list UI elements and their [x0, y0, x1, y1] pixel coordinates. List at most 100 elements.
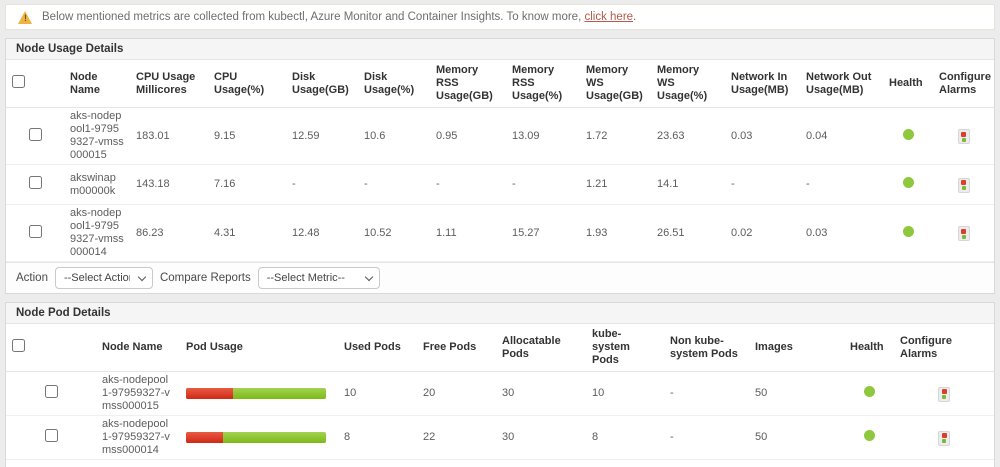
- row-select-cell: [6, 205, 64, 262]
- cpu-usage-pct-cell: 9.15: [214, 129, 236, 142]
- row-checkbox[interactable]: [44, 385, 58, 398]
- health-status-icon: [863, 386, 875, 397]
- column-header-memory-rss-usage-gb: Memory RSS Usage(GB): [436, 64, 493, 102]
- used-pods-cell: 10: [344, 387, 357, 399]
- banner-text: Below mentioned metrics are collected fr…: [42, 11, 636, 23]
- node-pod-title: Node Pod Details: [6, 303, 994, 324]
- configure-alarms-icon[interactable]: [938, 430, 950, 446]
- network-in-usage-mb-cell: -: [731, 178, 735, 190]
- node-name-cell: aks-nodepool1-97959327-vmss000014: [102, 418, 170, 456]
- header-row: Node Name CPU Usage Millicores CPU Usage(%…: [6, 60, 994, 108]
- memory-ws-usage-gb-cell: 1.93: [586, 226, 608, 239]
- memory-rss-usage-pct-cell: 15.27: [512, 226, 540, 239]
- banner-message: Below mentioned metrics are collected fr…: [42, 11, 582, 23]
- configure-alarms-icon[interactable]: [957, 129, 970, 145]
- table-row: aks-nodepool1-97959327-vmss000015 183.01 9…: [6, 108, 994, 165]
- health-status-icon: [902, 177, 914, 188]
- alarm-green-dot: [942, 439, 946, 444]
- row-checkbox[interactable]: [28, 224, 42, 238]
- pod-usage-bar: [186, 432, 326, 443]
- alarm-red-dot: [961, 228, 966, 234]
- column-header-network-in-usage-mb: Network In Usage(MB): [731, 70, 789, 96]
- configure-alarms-cell: [894, 416, 994, 460]
- configure-alarms-icon[interactable]: [938, 386, 950, 402]
- alarm-green-dot: [961, 234, 966, 239]
- node-name-cell: aks-nodepool1-97959327-vmss000015: [70, 110, 124, 161]
- memory-ws-usage-pct-cell: 26.51: [657, 226, 685, 239]
- disk-usage-gb-cell: 12.48: [292, 226, 320, 239]
- table-row: aks-nodepool1-97959327-vmss000015 10 20 30 1…: [6, 372, 994, 416]
- disk-usage-pct-cell: -: [364, 178, 368, 190]
- pod-usage-bar: [186, 388, 326, 399]
- network-in-usage-mb-cell: 0.03: [731, 129, 753, 142]
- health-cell: [883, 165, 933, 205]
- node-pod-table: Node Name Pod Usage Used Pods Free Pods Allo…: [6, 324, 994, 467]
- alarm-red-dot: [961, 131, 966, 137]
- column-header-cpu-usage-millicores: CPU Usage Millicores: [136, 70, 196, 96]
- column-header-free-pods: Free Pods: [423, 341, 477, 353]
- warning-exclamation: !: [24, 12, 27, 23]
- health-status-icon: [863, 430, 875, 441]
- row-checkbox[interactable]: [28, 127, 42, 141]
- network-out-usage-mb-cell: -: [806, 178, 810, 190]
- health-status-icon: [902, 128, 914, 140]
- allocatable-pods-cell: 30: [496, 460, 586, 467]
- configure-alarms-icon[interactable]: [957, 177, 970, 193]
- column-header-health: Health: [889, 77, 923, 89]
- compare-reports-label: Compare Reports: [159, 272, 251, 284]
- cpu-usage-pct-cell: 7.16: [214, 178, 236, 190]
- banner-period: .: [633, 11, 637, 23]
- free-pods-cell: 20: [423, 387, 436, 399]
- non-kube-system-pods-cell: -: [670, 431, 674, 443]
- column-header-used-pods: Used Pods: [344, 341, 401, 353]
- column-header-pod-usage: Pod Usage: [186, 341, 243, 353]
- row-checkbox[interactable]: [44, 429, 58, 442]
- column-header-configure-alarms: Configure Alarms: [900, 334, 952, 360]
- node-usage-panel: Node Usage Details Node Name CPU Usage Mi…: [5, 38, 995, 294]
- allocatable-pods-cell: 30: [502, 387, 515, 399]
- network-in-usage-mb-cell: 0.02: [731, 226, 753, 239]
- free-pods-cell: 22: [423, 431, 436, 443]
- column-header-non-kube-system-pods: Non kube-system Pods: [670, 334, 738, 360]
- health-cell: [883, 205, 933, 262]
- row-select-cell: [6, 372, 96, 416]
- free-pods-cell: 26: [417, 460, 496, 467]
- configure-alarms-cell: [933, 205, 994, 262]
- select-all-cell: [6, 60, 64, 108]
- memory-ws-usage-gb-cell: 1.21: [586, 178, 608, 190]
- action-select[interactable]: --Select Action--: [54, 267, 153, 289]
- pod-usage-cell: [180, 416, 338, 460]
- node-name-cell: akswinapm00000k: [96, 460, 180, 467]
- disk-usage-pct-cell: 10.52: [364, 226, 392, 239]
- select-all-checkbox[interactable]: [12, 339, 25, 352]
- memory-rss-usage-gb-cell: 1.11: [436, 226, 457, 239]
- column-header-memory-ws-usage-gb: Memory WS Usage(GB): [586, 64, 643, 102]
- row-select-cell: [6, 108, 64, 165]
- memory-rss-usage-pct-cell: -: [512, 178, 516, 190]
- memory-rss-usage-gb-cell: 0.95: [436, 129, 458, 142]
- disk-usage-pct-cell: 10.6: [364, 129, 386, 142]
- row-select-cell: [6, 416, 96, 460]
- warning-icon: !: [18, 10, 33, 24]
- know-more-link[interactable]: click here: [584, 11, 634, 23]
- configure-alarms-icon[interactable]: [957, 226, 970, 242]
- row-checkbox[interactable]: [28, 176, 42, 189]
- metric-select-wrap: --Select Metric--: [257, 267, 380, 289]
- table-row: akswinapm00000k 143.18 7.16 - - - - 1.21 14.1 - -: [6, 165, 994, 205]
- network-out-usage-mb-cell: 0.04: [806, 129, 828, 142]
- cpu-usage-millicores-cell: 143.18: [136, 178, 170, 190]
- alarm-green-dot: [942, 395, 946, 400]
- column-header-disk-usage: Disk Usage(%): [364, 70, 415, 96]
- column-header-node-name: Node Name: [102, 341, 163, 353]
- alarm-red-dot: [941, 433, 947, 439]
- select-all-checkbox[interactable]: [12, 75, 25, 88]
- action-select-wrap: --Select Action--: [54, 267, 153, 289]
- cpu-usage-millicores-cell: 183.01: [136, 129, 170, 142]
- allocatable-pods-cell: 30: [502, 431, 515, 443]
- column-header-disk-usage-gb: Disk Usage(GB): [292, 70, 349, 96]
- memory-ws-usage-pct-cell: 23.63: [657, 129, 685, 142]
- compare-metric-select[interactable]: --Select Metric--: [257, 267, 380, 289]
- configure-alarms-cell: [894, 372, 994, 416]
- row-select-cell: [6, 165, 64, 205]
- pod-usage-cell: [180, 460, 338, 467]
